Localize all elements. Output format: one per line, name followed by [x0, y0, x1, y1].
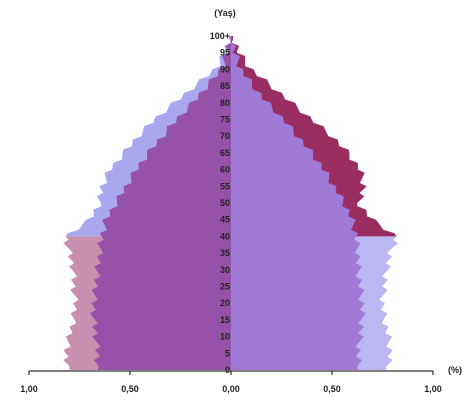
age-tick-label: 20: [220, 298, 230, 308]
age-tick-label: 0: [225, 365, 230, 375]
age-tick-label: 85: [220, 81, 230, 91]
age-tick-label: 80: [220, 98, 230, 108]
age-tick-label: 50: [220, 198, 230, 208]
age-tick-label: 95: [220, 48, 230, 58]
age-tick-label: 55: [220, 181, 230, 191]
x-tick-label: 0,00: [222, 384, 240, 394]
age-tick-label: 35: [220, 248, 230, 258]
age-tick-group: 0 5 10 15 20 25 30 35 40 45 50 55 60 65 70 75 80 85 90 95 10…: [210, 31, 230, 375]
x-tick-label: 1,00: [424, 384, 442, 394]
x-axis-unit-label: (%): [448, 365, 462, 375]
x-tick-label: 0,50: [323, 384, 341, 394]
age-tick-label: 10: [220, 332, 230, 342]
age-tick-label: 70: [220, 131, 230, 141]
x-tick-group: 1,00 0,50 0,00 0,50 1,00: [20, 371, 442, 394]
age-tick-label: 15: [220, 315, 230, 325]
age-tick-label: 30: [220, 265, 230, 275]
right-inner-area: [231, 36, 366, 370]
age-tick-label: 90: [220, 64, 230, 74]
age-tick-label: 25: [220, 282, 230, 292]
left-inner-area: [90, 36, 231, 370]
age-tick-label: 65: [220, 148, 230, 158]
age-tick-label: 45: [220, 215, 230, 225]
age-tick-label: 5: [225, 348, 230, 358]
age-tick-label: 60: [220, 165, 230, 175]
x-tick-label: 0,50: [121, 384, 139, 394]
age-tick-label: 40: [220, 231, 230, 241]
age-tick-label: 100+: [210, 31, 230, 41]
pyramid-shapes: [63, 36, 398, 370]
y-axis-label: (Yaş): [214, 8, 236, 18]
x-tick-label: 1,00: [20, 384, 38, 394]
age-tick-label: 75: [220, 115, 230, 125]
